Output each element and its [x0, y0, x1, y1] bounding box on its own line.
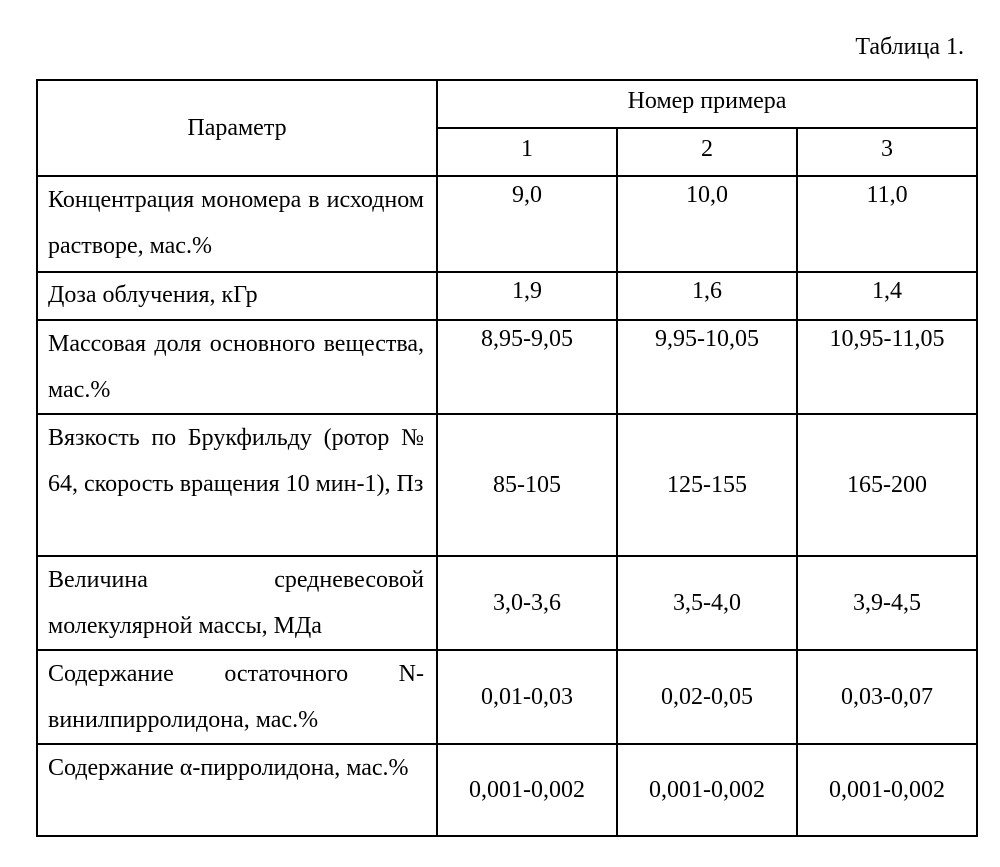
row-value: 1,4 — [797, 272, 977, 320]
row-value: 0,03-0,07 — [797, 650, 977, 744]
table-row: Доза облучения, кГр 1,9 1,6 1,4 — [37, 272, 977, 320]
column-header-3: 3 — [797, 128, 977, 176]
header-row-top: Параметр Номер примера — [37, 80, 977, 128]
row-value: 1,9 — [437, 272, 617, 320]
row-value: 0,01-0,03 — [437, 650, 617, 744]
row-value: 3,5-4,0 — [617, 556, 797, 650]
row-value: 0,001-0,002 — [797, 744, 977, 836]
row-value: 10,95-11,05 — [797, 320, 977, 414]
row-value: 10,0 — [617, 176, 797, 272]
row-value: 9,95-10,05 — [617, 320, 797, 414]
param-column-header: Параметр — [37, 80, 437, 176]
row-param-label: Вязкость по Брукфильду (ротор № 64, скор… — [37, 414, 437, 556]
row-value: 8,95-9,05 — [437, 320, 617, 414]
row-param-label: Доза облучения, кГр — [37, 272, 437, 320]
data-table: Параметр Номер примера 1 2 3 Концентраци… — [36, 79, 978, 837]
row-value: 3,0-3,6 — [437, 556, 617, 650]
row-param-label: Массовая доля основного вещества, мас.% — [37, 320, 437, 414]
table-row: Массовая доля основного вещества, мас.% … — [37, 320, 977, 414]
table-row: Содержание остаточного N-винилпирролидон… — [37, 650, 977, 744]
row-value: 85-105 — [437, 414, 617, 556]
table-row: Величина средневесовой молекулярной масс… — [37, 556, 977, 650]
table-row: Концентрация мономера в исходном раствор… — [37, 176, 977, 272]
row-value: 0,001-0,002 — [437, 744, 617, 836]
row-param-label: Концентрация мономера в исходном раствор… — [37, 176, 437, 272]
row-value: 1,6 — [617, 272, 797, 320]
row-value: 3,9-4,5 — [797, 556, 977, 650]
row-value: 11,0 — [797, 176, 977, 272]
row-value: 0,02-0,05 — [617, 650, 797, 744]
table-caption: Таблица 1. — [855, 32, 964, 62]
row-param-label: Величина средневесовой молекулярной масс… — [37, 556, 437, 650]
column-header-1: 1 — [437, 128, 617, 176]
table-row: Вязкость по Брукфильду (ротор № 64, скор… — [37, 414, 977, 556]
row-value: 125-155 — [617, 414, 797, 556]
row-value: 0,001-0,002 — [617, 744, 797, 836]
row-param-label: Содержание α-пирролидона, мас.% — [37, 744, 437, 836]
table-row: Содержание α-пирролидона, мас.% 0,001-0,… — [37, 744, 977, 836]
column-header-2: 2 — [617, 128, 797, 176]
row-value: 165-200 — [797, 414, 977, 556]
example-number-header: Номер примера — [437, 80, 977, 128]
row-param-label: Содержание остаточного N-винилпирролидон… — [37, 650, 437, 744]
row-value: 9,0 — [437, 176, 617, 272]
